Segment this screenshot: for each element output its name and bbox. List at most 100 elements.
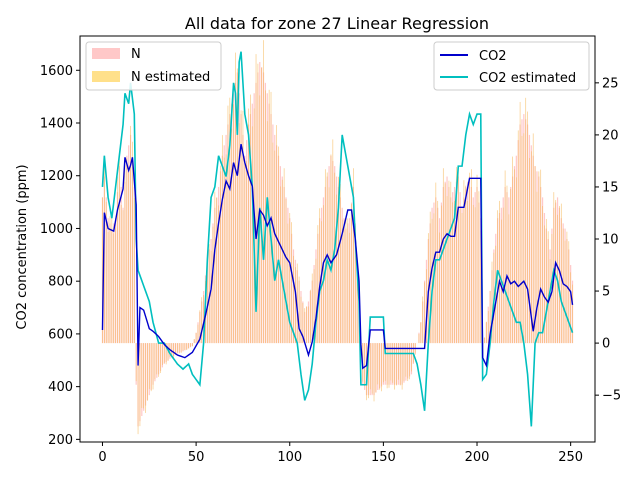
n-estimated-bar [163, 343, 165, 363]
n-estimated-bar [349, 232, 351, 344]
n-estimated-bar [457, 165, 459, 344]
n-estimated-bar [107, 232, 109, 344]
n-estimated-bar [102, 197, 103, 344]
n-estimated-bar [517, 130, 519, 344]
y-tick-label: 400 [48, 380, 73, 395]
n-estimated-bar [261, 67, 263, 344]
n-estimated-bar [478, 191, 480, 344]
n-estimated-bar [250, 94, 251, 344]
n-estimated-bar [324, 169, 326, 344]
n-estimated-bar [418, 333, 420, 344]
n-estimated-bar [512, 156, 513, 344]
n-estimated-bar [386, 343, 388, 389]
n-estimated-bar [323, 205, 324, 344]
n-estimated-bar [293, 255, 294, 344]
n-estimated-bar [377, 343, 379, 385]
n-estimated-bar [220, 165, 221, 344]
y2-tick-label: 0 [602, 337, 610, 352]
n-estimated-bar [394, 343, 395, 390]
n-estimated-bar [111, 217, 113, 344]
n-estimated-bar [177, 343, 178, 353]
n-estimated-bar [502, 207, 504, 344]
n-estimated-bar [311, 273, 313, 344]
n-estimated-bar [471, 169, 472, 344]
n-estimated-bar [113, 233, 115, 344]
n-estimated-bar [371, 343, 373, 394]
n-estimated-bar [280, 186, 281, 344]
n-estimated-bar [266, 121, 268, 344]
n-estimated-bar [130, 125, 131, 344]
n-estimated-bar [553, 192, 555, 344]
legend-label-n: N [131, 47, 141, 62]
n-estimated-bar [109, 216, 111, 344]
n-estimated-bar [105, 201, 107, 344]
n-estimated-bar [411, 343, 412, 372]
n-estimated-bar [178, 343, 180, 354]
n-estimated-bar [246, 161, 248, 344]
n-estimated-bar [489, 290, 491, 344]
n-estimated-bar [141, 343, 143, 409]
n-estimated-bar [339, 183, 341, 344]
co2-line [101, 143, 574, 370]
n-estimated-bar [186, 343, 188, 351]
n-estimated-bar [135, 343, 137, 382]
n-estimated-bar [150, 343, 152, 392]
n-estimated-bar [499, 200, 500, 344]
n-estimated-bar [238, 123, 240, 344]
n-estimated-bar [529, 158, 530, 344]
n-estimated-bar [398, 343, 399, 380]
n-estimated-bar [409, 343, 410, 380]
n-estimated-bar [504, 170, 506, 344]
n-estimated-bar [484, 337, 485, 344]
n-estimated-bar [313, 269, 315, 344]
n-estimated-bar [201, 297, 203, 344]
n-estimated-bar [437, 200, 439, 344]
x-tick-label: 250 [558, 450, 583, 465]
n-estimated-bar [199, 310, 201, 344]
n-estimated-bar [465, 185, 467, 344]
y2-tick-label: 20 [602, 128, 619, 143]
n-estimated-bar [431, 218, 433, 344]
n-estimated-bar [283, 168, 285, 344]
y2-tick-label: −5 [602, 389, 621, 404]
n-estimated-bar [521, 135, 523, 344]
n-estimated-bar [216, 197, 218, 344]
n-estimated-bar [304, 308, 306, 344]
n-estimated-bar [206, 251, 208, 344]
n-estimated-bar [450, 181, 452, 344]
y2-tick-label: 10 [602, 233, 619, 248]
n-estimated-bar [291, 222, 292, 344]
n-estimated-bar [448, 180, 450, 344]
n-estimated-bar [145, 343, 146, 413]
n-estimated-bar [491, 261, 493, 344]
n-estimated-bar [128, 168, 130, 344]
n-estimated-bar [439, 232, 440, 344]
n-estimated-bar [276, 125, 277, 344]
x-tick-label: 150 [371, 450, 396, 465]
y2-tick-label: 25 [602, 76, 619, 91]
y-tick-label: 800 [48, 275, 73, 290]
n-estimated-bar [158, 343, 160, 377]
n-estimated-bar [274, 150, 276, 344]
y2-tick-label: 5 [602, 285, 610, 300]
n-estimated-bar [572, 284, 573, 344]
n-estimated-bar [532, 133, 534, 344]
n-estimated-bar [225, 154, 227, 344]
n-estimated-bar [356, 269, 358, 344]
n-estimated-bar [182, 343, 184, 351]
n-estimated-bar [515, 177, 517, 344]
n-estimated-bar [570, 272, 572, 344]
x-tick-label: 0 [98, 450, 106, 465]
n-estimated-bar [143, 343, 145, 409]
n-estimated-bar [214, 191, 216, 344]
n-estimated-bar [420, 322, 422, 344]
n-estimated-bar [568, 241, 570, 344]
n-estimated-bar [514, 169, 515, 344]
n-estimated-bar [306, 306, 307, 344]
chart-title: All data for zone 27 Linear Regression [185, 14, 489, 33]
n-estimated-bar [251, 126, 253, 344]
n-estimated-bar [133, 197, 135, 344]
n-estimated-bar [369, 343, 371, 390]
n-estimated-bar [285, 199, 287, 344]
n-estimated-bar [472, 204, 474, 344]
